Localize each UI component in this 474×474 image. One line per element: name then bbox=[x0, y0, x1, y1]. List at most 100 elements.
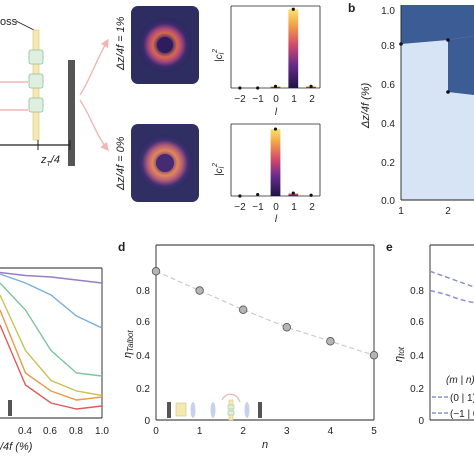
panel-d-point-3 bbox=[282, 323, 291, 332]
panel-e-curve-0 bbox=[429, 270, 474, 288]
optics-label: oss bbox=[0, 16, 18, 28]
panel-e-curves bbox=[429, 270, 474, 304]
panel-d-ytick-4: 0 bbox=[144, 416, 150, 427]
bar-top-bar-marker-4 bbox=[309, 84, 313, 88]
panel-e-legend-item-0: (0 | 1) bbox=[450, 393, 474, 404]
panel-c-xtick-2: 0.8 bbox=[69, 426, 83, 437]
bar-bottom-tick-2: 0 bbox=[273, 202, 279, 213]
panel-d-xtick-4: 4 bbox=[328, 426, 334, 437]
panel-d-xtick-2: 2 bbox=[240, 426, 246, 437]
phase-point-2 bbox=[446, 38, 450, 42]
bar-bottom-ylabel: |cl2 bbox=[212, 163, 226, 176]
panel-d-point-1 bbox=[195, 286, 204, 295]
panel-d-letter: d bbox=[118, 240, 125, 254]
panel-b-ytick-4: 0.2 bbox=[381, 158, 395, 169]
panel-d-xlabel: n bbox=[262, 439, 268, 451]
donut-image-top bbox=[131, 6, 199, 84]
panel-d: d 0.8 0.6 0.4 0.2 0 0 1 2 3 4 5 n ηTalbo… bbox=[118, 240, 379, 451]
donut-image-bottom bbox=[131, 124, 199, 202]
bar-top-tick-2: 0 bbox=[273, 94, 279, 105]
bar-bottom-tick-4: 2 bbox=[309, 202, 315, 213]
panel-e-letter: e bbox=[386, 240, 393, 254]
pixel-element-1 bbox=[28, 49, 44, 65]
panel-c-xtick-3: 1.0 bbox=[95, 426, 109, 437]
phase-point-3 bbox=[446, 90, 450, 94]
panel-c-curve-1 bbox=[0, 273, 103, 329]
panel-b-xtick-1: 2 bbox=[445, 206, 451, 217]
bar-top-tick-4: 2 bbox=[309, 94, 315, 105]
bar-bottom-xlabel: l bbox=[275, 214, 278, 225]
bar-bottom-tick-3: 1 bbox=[291, 202, 297, 213]
panel-d-ytick-1: 0.6 bbox=[136, 317, 150, 328]
bar-bottom-bar-marker-2 bbox=[273, 127, 278, 131]
panel-d-xtick-0: 0 bbox=[153, 426, 159, 437]
panel-c-xtick-1: 0.6 bbox=[43, 426, 57, 437]
panel-d-point-0 bbox=[151, 267, 161, 276]
panel-e-ytick-3: 0.2 bbox=[410, 384, 424, 395]
panel-c-curve-4 bbox=[0, 309, 103, 401]
panel-b-ytick-0: 1.0 bbox=[381, 6, 395, 17]
panel-e-legend-item-1: (−1 | 0) bbox=[450, 409, 474, 420]
panel-d-points bbox=[151, 267, 379, 360]
panel-d-point-4 bbox=[326, 337, 335, 346]
panel-c-curves bbox=[0, 271, 103, 410]
panel-e-ytick-0: 0.8 bbox=[410, 286, 424, 297]
panel-c-mirror-icon bbox=[8, 400, 12, 416]
bar-bottom-tick-0: −2 bbox=[234, 202, 246, 213]
panel-c-curve-0 bbox=[0, 271, 103, 284]
bar-bottom-bar-marker-3 bbox=[291, 191, 295, 195]
bar-top-bar-marker-0 bbox=[238, 86, 242, 90]
distance-label: zT/4 bbox=[40, 154, 60, 168]
bar-top-tick-1: −1 bbox=[252, 94, 264, 105]
bar-top-xlabel: l bbox=[275, 107, 278, 118]
phase-region-dark-top bbox=[401, 5, 474, 44]
panel-d-ytick-2: 0.4 bbox=[136, 351, 150, 362]
panel-c-xlabel: /4f (%) bbox=[0, 441, 33, 453]
mirror bbox=[68, 60, 75, 166]
panel-e-ytick-1: 0.6 bbox=[410, 317, 424, 328]
bar-bottom-tick-1: −1 bbox=[252, 202, 264, 213]
panel-d-point-2 bbox=[238, 305, 248, 314]
panel-e: e 0.8 0.6 0.4 0.2 0 ηtot (m | n) (0 | 1)… bbox=[386, 240, 474, 427]
bar-top-bar-marker-1 bbox=[256, 86, 260, 90]
pixel-element-2 bbox=[28, 73, 44, 89]
panel-b-ytick-3: 0.4 bbox=[381, 119, 395, 130]
panel-d-xtick-3: 3 bbox=[284, 426, 290, 437]
panel-c-curve-3 bbox=[0, 294, 103, 397]
panel-c-xtick-0: 0.4 bbox=[18, 426, 32, 437]
bar-bottom-bar-marker-4 bbox=[309, 193, 313, 197]
bar-top-ylabel: |cl2 bbox=[212, 49, 226, 62]
panel-d-ylabel: ηTalbot bbox=[122, 330, 135, 358]
panel-b-ytick-1: 0.8 bbox=[381, 41, 395, 52]
phase-region-dark-step bbox=[448, 36, 474, 95]
row1-label: Δz/4f = 1% bbox=[115, 16, 127, 71]
panel-b-letter: b bbox=[348, 1, 355, 15]
panel-d-ytick-3: 0.2 bbox=[136, 384, 150, 395]
panel-b-ytick-2: 0.6 bbox=[381, 80, 395, 91]
optics-pointer bbox=[15, 20, 35, 31]
bar-bottom-bar-marker-1 bbox=[256, 192, 260, 197]
bar-top-tick-3: 1 bbox=[291, 94, 297, 105]
bar-bottom-bar-2 bbox=[270, 129, 281, 196]
panel-b-ytick-5: 0.0 bbox=[381, 196, 395, 207]
bar-chart-top: |cl2 bbox=[212, 5, 321, 90]
bar-bottom-bar-marker-0 bbox=[238, 194, 242, 198]
panel-d-ytick-0: 0.8 bbox=[136, 286, 150, 297]
bar-top-tick-0: −2 bbox=[234, 94, 246, 105]
panel-c-curve-5 bbox=[0, 324, 103, 410]
panel-e-ytick-2: 0.4 bbox=[410, 351, 424, 362]
pixel-element-3 bbox=[28, 97, 44, 113]
panel-c-curve-2 bbox=[0, 282, 103, 377]
panel-d-trend-line bbox=[155, 270, 375, 356]
row2-label: Δz/4f = 0% bbox=[115, 136, 127, 191]
panel-a: oss zT/4 Δz/4f = 1% Δz/4f = 0% bbox=[0, 5, 321, 225]
bar-top-bar-3 bbox=[288, 9, 299, 89]
panel-d-inset-schematic bbox=[167, 393, 262, 421]
panel-e-legend-title: (m | n) bbox=[446, 375, 474, 386]
branch-arrow-top bbox=[79, 38, 109, 96]
bar-chart-bottom: |cl2 bbox=[212, 123, 321, 198]
bar-top-bar-marker-2 bbox=[273, 84, 278, 88]
bar-top-bar-marker-3 bbox=[291, 7, 295, 11]
panel-d-xtick-5: 5 bbox=[371, 426, 377, 437]
